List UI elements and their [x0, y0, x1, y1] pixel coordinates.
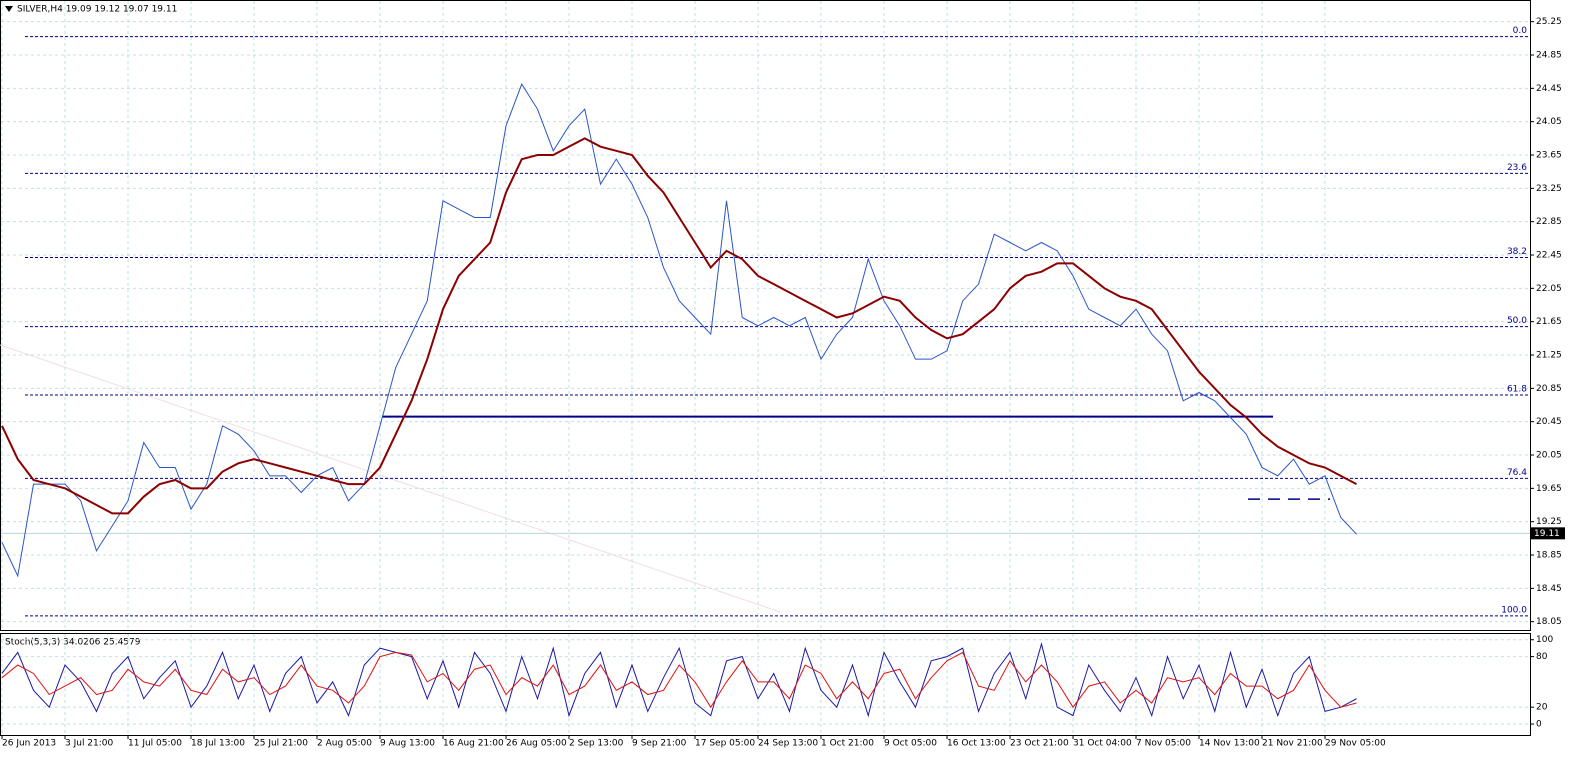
x-tick-label: 26 Jun 2013 — [2, 739, 56, 749]
x-tick-label: 16 Oct 13:00 — [947, 739, 1006, 749]
x-tick-label: 2 Aug 05:00 — [317, 739, 372, 749]
y-tick-label: 21.25 — [1536, 351, 1562, 361]
y-tick-label: 18.85 — [1536, 551, 1562, 561]
y-tick-label: 25.25 — [1536, 17, 1562, 27]
x-tick-label: 25 Jul 21:00 — [254, 739, 308, 749]
fib-label: 100.0 — [1501, 605, 1527, 615]
y-tick-label: 23.65 — [1536, 151, 1562, 161]
x-tick-label: 9 Oct 05:00 — [884, 739, 937, 749]
x-tick-label: 2 Sep 13:00 — [569, 739, 624, 749]
y-tick-label: 20 — [1536, 703, 1548, 713]
main-frame — [0, 0, 1531, 631]
series-line — [1, 651, 1357, 709]
y-tick-label: 20.85 — [1536, 384, 1562, 394]
stoch-frame — [0, 633, 1531, 736]
series-line — [1, 137, 1357, 515]
y-tick-label: 22.05 — [1536, 284, 1562, 294]
series-line — [1, 642, 1357, 718]
y-tick-label: 23.25 — [1536, 184, 1562, 194]
stoch-title: Stoch(5,3,3) 34.0206 25.4579 — [5, 638, 141, 648]
fib-label: 76.4 — [1507, 468, 1527, 478]
x-tick-label: 3 Jul 21:00 — [65, 739, 114, 749]
x-tick-label: 11 Jul 05:00 — [128, 739, 182, 749]
x-tick-label: 17 Sep 05:00 — [695, 739, 755, 749]
fib-label: 38.2 — [1507, 247, 1527, 257]
y-tick-label: 22.85 — [1536, 217, 1562, 227]
x-tick-label: 9 Aug 13:00 — [380, 739, 435, 749]
x-tick-label: 24 Sep 13:00 — [758, 739, 818, 749]
x-tick-label: 7 Nov 05:00 — [1136, 739, 1191, 749]
y-tick-label: 0 — [1536, 720, 1542, 730]
x-tick-label: 9 Sep 21:00 — [632, 739, 687, 749]
y-tick-label: 24.45 — [1536, 84, 1562, 94]
y-tick-label: 80 — [1536, 652, 1548, 662]
plot-layer: 18.05 18.45 18.85 19.25 19.65 20.05 20.45 20.85… — [1, 1, 1565, 749]
series-line — [1, 83, 1357, 578]
fib-label: 50.0 — [1507, 316, 1527, 326]
x-tick-label: 16 Aug 21:00 — [443, 739, 504, 749]
y-tick-label: 100 — [1536, 635, 1553, 645]
x-tick-label: 1 Oct 21:00 — [821, 739, 874, 749]
x-tick-label: 21 Nov 21:00 — [1262, 739, 1323, 749]
x-tick-label: 14 Nov 13:00 — [1199, 739, 1260, 749]
chart-title: SILVER,H4 19.09 19.12 19.07 19.11 — [17, 5, 177, 15]
y-tick-label: 18.45 — [1536, 584, 1562, 594]
fib-label: 61.8 — [1507, 385, 1527, 395]
y-tick-label: 20.05 — [1536, 451, 1562, 461]
last-price-box — [1531, 527, 1565, 540]
last-price-label: 19.11 — [1534, 529, 1560, 539]
menu-triangle — [5, 6, 13, 12]
y-tick-label: 18.05 — [1536, 617, 1562, 627]
y-tick-label: 24.05 — [1536, 117, 1562, 127]
y-tick-label: 21.65 — [1536, 317, 1562, 327]
y-tick-label: 22.45 — [1536, 251, 1562, 261]
fib-label: 23.6 — [1507, 163, 1527, 173]
y-tick-label: 24.85 — [1536, 51, 1562, 61]
y-tick-label: 19.25 — [1536, 517, 1562, 527]
y-tick-label: 19.65 — [1536, 484, 1562, 494]
fib-label: 0.0 — [1513, 26, 1528, 36]
x-tick-label: 23 Oct 21:00 — [1010, 739, 1069, 749]
x-tick-label: 31 Oct 04:00 — [1073, 739, 1132, 749]
x-tick-label: 18 Jul 13:00 — [191, 739, 245, 749]
x-tick-label: 29 Nov 05:00 — [1325, 739, 1386, 749]
x-tick-label: 26 Aug 05:00 — [506, 739, 567, 749]
y-tick-label: 20.45 — [1536, 417, 1562, 427]
